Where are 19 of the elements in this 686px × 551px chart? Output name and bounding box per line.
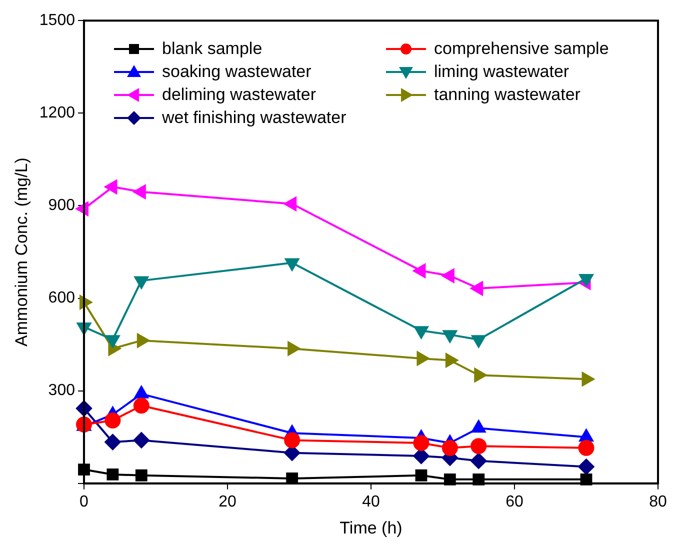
- y-tick-label: 1500: [39, 12, 76, 30]
- legend-label: blank sample: [162, 38, 262, 59]
- x-tick-label: 80: [649, 493, 667, 510]
- x-tick-label: 20: [218, 493, 236, 510]
- legend-label: liming wastewater: [434, 62, 570, 82]
- legend-label: soaking wastewater: [162, 62, 312, 82]
- x-axis-title: Time (h): [340, 518, 402, 538]
- legend-label: tanning wastewater: [434, 84, 580, 105]
- x-tick-label: 60: [506, 493, 524, 510]
- y-tick-label: 1200: [39, 104, 76, 122]
- y-tick-label: 900: [48, 197, 76, 214]
- legend-label: comprehensive sample: [434, 38, 609, 59]
- legend-label: wet finishing wastewater: [162, 108, 346, 128]
- x-tick-label: 0: [80, 493, 89, 510]
- y-tick-label: 600: [48, 290, 76, 307]
- y-axis-title: Ammonium Conc. (mg/L): [12, 158, 31, 346]
- y-tick-label: 300: [48, 382, 76, 400]
- legend-label: deliming wastewater: [162, 84, 316, 105]
- x-tick-label: 40: [362, 493, 380, 510]
